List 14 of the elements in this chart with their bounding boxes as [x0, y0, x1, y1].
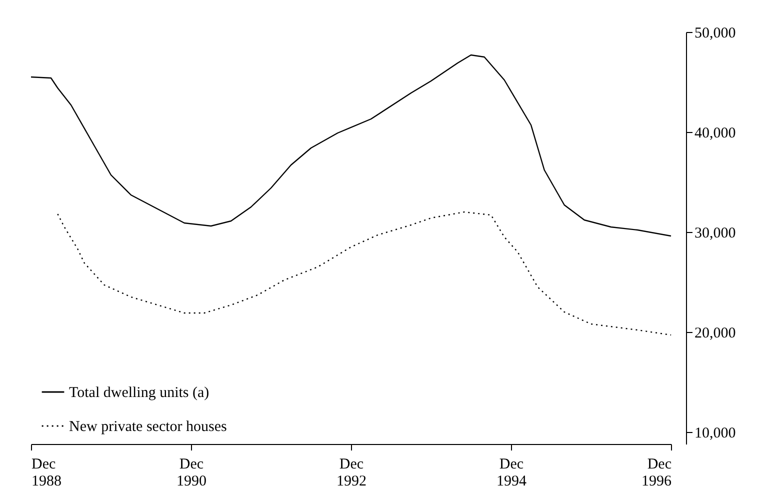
legend-label: Total dwelling units (a) — [69, 385, 210, 401]
y-tick-label: 10,000 — [694, 426, 736, 442]
line-series — [57, 211, 672, 336]
y-tick-label: 50,000 — [694, 26, 736, 42]
x-tick-label: Dec 1996 — [642, 456, 672, 490]
legend-label: New private sector houses — [69, 419, 228, 435]
x-tick-label: Dec 1990 — [176, 456, 206, 490]
y-tick-label: 40,000 — [694, 126, 736, 142]
x-tick-label: Dec 1988 — [32, 456, 62, 490]
line-series — [30, 54, 672, 237]
x-tick-label: Dec 1994 — [496, 456, 527, 490]
y-tick-label: 20,000 — [694, 326, 736, 342]
y-tick-label: 30,000 — [694, 226, 736, 242]
x-tick-label: Dec 1992 — [336, 456, 366, 490]
